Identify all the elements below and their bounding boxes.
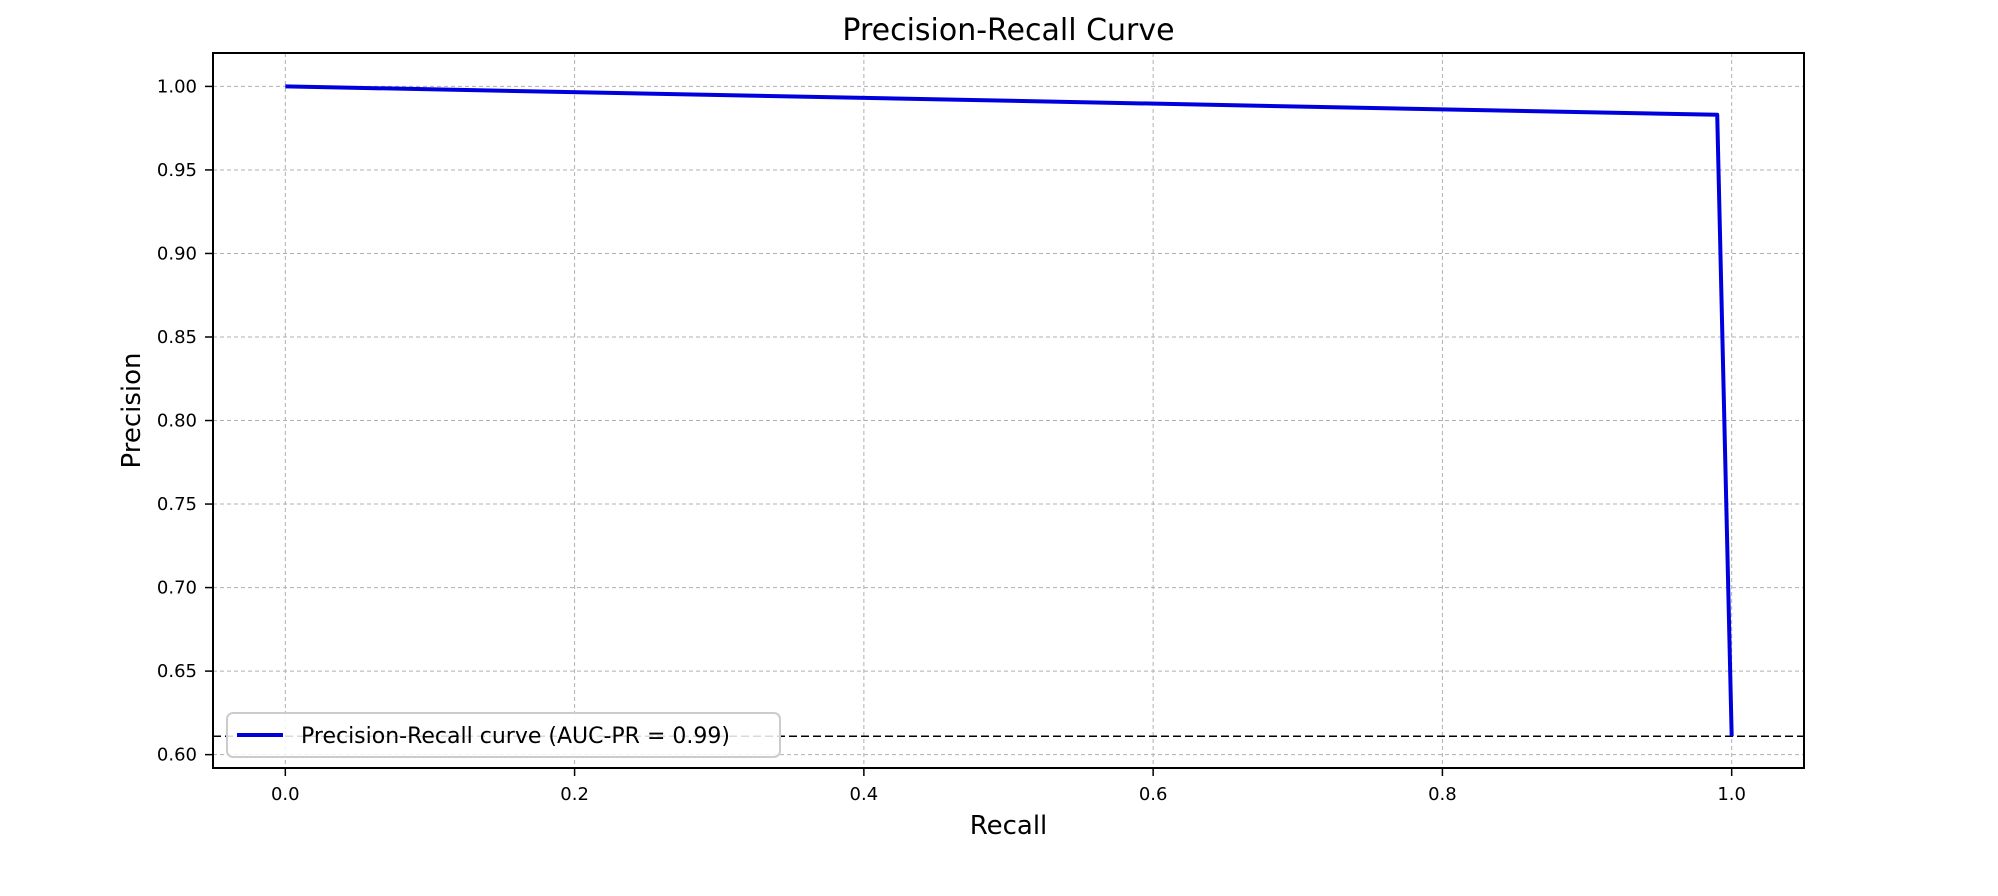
plot-frame (212, 52, 1805, 769)
series-line (285, 84, 1734, 737)
x-tick-label: 0.6 (1139, 784, 1168, 805)
x-tick-label: 0.2 (560, 784, 589, 805)
y-tick-label: 0.65 (157, 661, 197, 682)
legend-label: Precision-Recall curve (AUC-PR = 0.99) (301, 724, 730, 749)
y-axis-label: Precision (117, 352, 147, 468)
y-tick-label: 0.90 (157, 243, 197, 264)
grid (213, 53, 1804, 768)
x-axis-label: Recall (970, 811, 1048, 841)
legend-box (226, 712, 781, 758)
series-layer (285, 84, 1734, 737)
x-tick-label: 0.8 (1428, 784, 1457, 805)
chart-title: Precision-Recall Curve (842, 13, 1174, 48)
y-tick-label: 0.80 (157, 411, 197, 432)
y-tick-label: 1.00 (157, 76, 197, 97)
y-tick-label: 0.95 (157, 160, 197, 181)
x-tick-label: 1.0 (1717, 784, 1746, 805)
y-tick-label: 0.75 (157, 494, 197, 515)
y-tick-label: 0.60 (157, 745, 197, 766)
legend: Precision-Recall curve (AUC-PR = 0.99) (226, 712, 781, 758)
y-ticks: 0.60 0.65 0.70 0.75 0.80 0.85 0.90 0.95 1.00 (157, 76, 213, 766)
y-tick-label: 0.70 (157, 578, 197, 599)
x-tick-label: 0.0 (271, 784, 300, 805)
x-tick-label: 0.4 (850, 784, 879, 805)
y-tick-label: 0.85 (157, 327, 197, 348)
x-ticks: 0.0 0.2 0.4 0.6 0.8 1.0 (271, 768, 1746, 805)
